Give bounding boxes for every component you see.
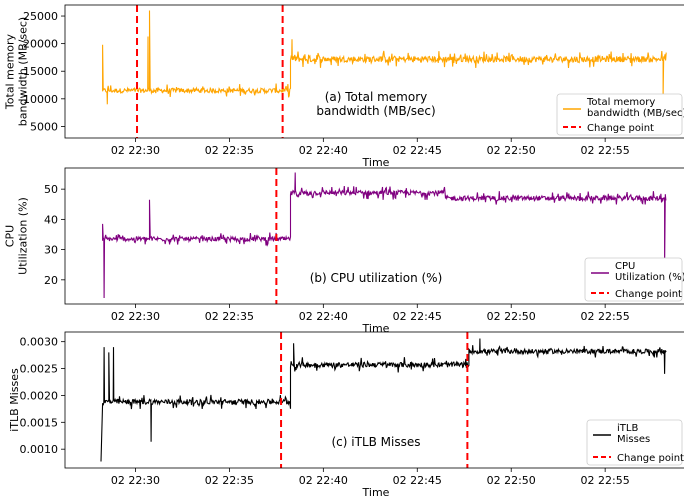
x-tick-label: 02 22:35 xyxy=(205,310,254,323)
y-tick-label: 50 xyxy=(44,183,58,196)
y-axis-label-line: CPU xyxy=(4,225,17,247)
x-tick-label: 02 22:50 xyxy=(487,144,536,157)
x-tick-label: 02 22:45 xyxy=(393,310,442,323)
panel-annotation: (b) CPU utilization (%) xyxy=(310,271,443,285)
x-tick-label: 02 22:30 xyxy=(111,474,160,487)
x-tick-label: 02 22:50 xyxy=(487,310,536,323)
panel-memory-bandwidth: 02 22:30 02 22:35 02 22:40 02 22:45 02 22:50… xyxy=(4,5,684,169)
x-tick-label: 02 22:45 xyxy=(393,144,442,157)
y-tick-label: 20 xyxy=(44,274,58,287)
y-axis-label-line: Total memory xyxy=(4,33,17,110)
y-tick-label: 30 xyxy=(44,244,58,257)
y-axis-label-line: iTLB Misses xyxy=(8,368,21,432)
panel-annotation-line: bandwidth (MB/sec) xyxy=(316,104,435,118)
x-tick-label: 02 22:50 xyxy=(487,474,536,487)
panel-annotation: (c) iTLB Misses xyxy=(332,435,421,449)
panel-annotation-line: (c) iTLB Misses xyxy=(332,435,421,449)
x-tick-label: 02 22:40 xyxy=(299,310,348,323)
x-axis-label: Time xyxy=(362,156,390,169)
x-tick-label: 02 22:45 xyxy=(393,474,442,487)
y-axis-label: Total memorybandwidth (MB/sec) xyxy=(4,17,30,126)
legend-label-change-point: Change point xyxy=(615,289,682,300)
legend-label-line: Misses xyxy=(617,434,650,445)
x-tick-label: 02 22:55 xyxy=(581,144,630,157)
legend-label-line: iTLB xyxy=(617,423,638,434)
x-tick-label: 02 22:35 xyxy=(205,144,254,157)
y-tick-label: 0.0010 xyxy=(20,443,59,456)
panel-cpu-utilization: 02 22:30 02 22:35 02 22:40 02 22:45 02 22:50… xyxy=(4,168,684,335)
x-tick-label: 02 22:30 xyxy=(111,310,160,323)
x-tick-label: 02 22:30 xyxy=(111,144,160,157)
legend-label-line: bandwidth (MB/sec) xyxy=(587,108,684,119)
y-tick-label: 5000 xyxy=(30,120,58,133)
y-tick-label: 0.0015 xyxy=(20,416,59,429)
x-tick-label: 02 22:40 xyxy=(299,474,348,487)
legend-label-change-point: Change point xyxy=(617,453,684,464)
legend-label-line: CPU xyxy=(615,261,635,272)
x-axis-label: Time xyxy=(362,486,390,499)
x-tick-label: 02 22:35 xyxy=(205,474,254,487)
legend-label-change-point: Change point xyxy=(587,123,654,134)
y-tick-label: 0.0025 xyxy=(20,363,59,376)
panel-annotation-line: (b) CPU utilization (%) xyxy=(310,271,443,285)
y-axis-label-line: bandwidth (MB/sec) xyxy=(17,17,30,126)
x-tick-label: 02 22:55 xyxy=(581,310,630,323)
x-tick-label: 02 22:55 xyxy=(581,474,630,487)
y-tick-label: 0.0020 xyxy=(20,389,59,402)
x-axis-label: Time xyxy=(362,322,390,335)
panel-annotation-line: (a) Total memory xyxy=(325,90,428,104)
legend-label-line: Utilization (%) xyxy=(615,272,684,283)
y-axis-label: CPUUtilization (%) xyxy=(4,197,30,275)
y-axis-label: iTLB Misses xyxy=(8,368,21,432)
y-tick-label: 40 xyxy=(44,213,58,226)
y-axis-label-line: Utilization (%) xyxy=(17,197,30,275)
x-tick-label: 02 22:40 xyxy=(299,144,348,157)
y-tick-label: 0.0030 xyxy=(20,336,59,349)
panel-itlb-misses: 02 22:30 02 22:35 02 22:40 02 22:45 02 22:50… xyxy=(8,332,684,499)
legend-label-line: Total memory xyxy=(586,97,655,108)
